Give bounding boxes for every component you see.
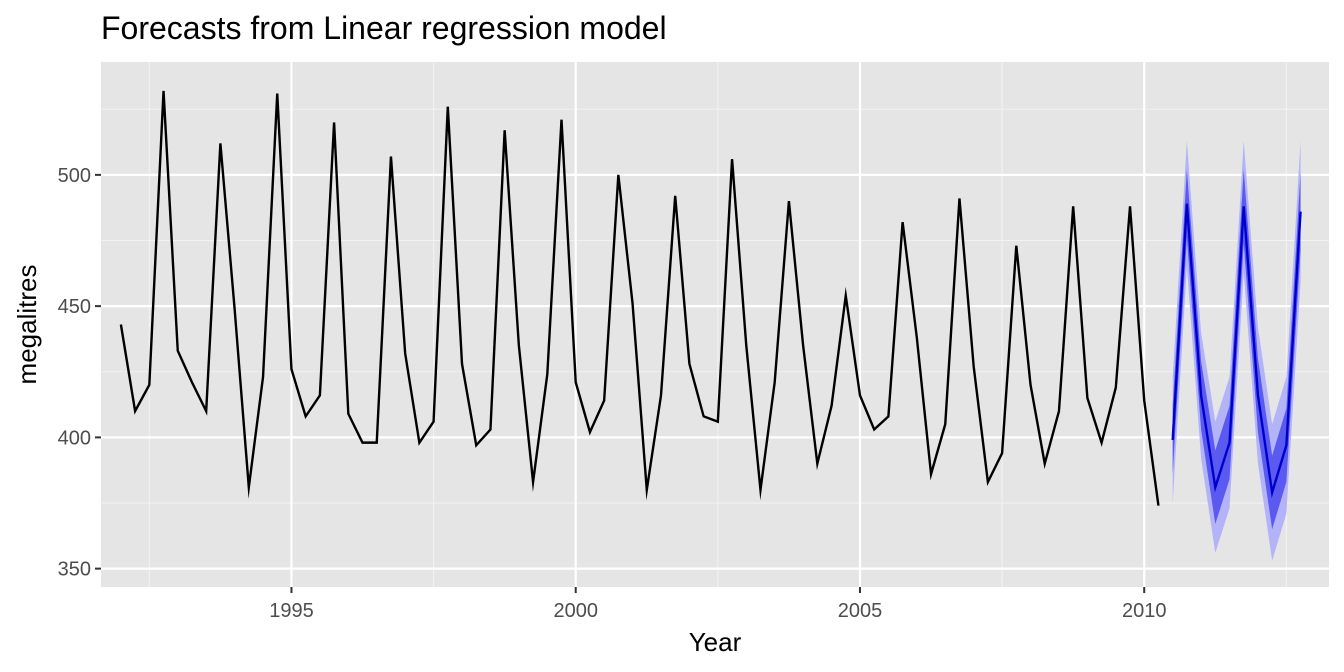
prediction-interval-80 (1172, 169, 1301, 530)
plot-panel (101, 62, 1329, 587)
y-axis-title: megalitres (12, 265, 42, 385)
history-line (119, 90, 1160, 506)
y-tick-label: 450 (58, 296, 91, 318)
y-tick-label: 500 (58, 165, 91, 187)
forecast-line (1171, 203, 1302, 499)
x-tick-label: 1995 (269, 600, 314, 622)
x-axis: 1995 2000 2005 2010 (269, 587, 1166, 622)
x-axis-title: Year (689, 627, 742, 657)
series-lines (119, 90, 1302, 506)
minor-gridlines (101, 62, 1329, 587)
major-gridlines (101, 62, 1329, 587)
chart-title: Forecasts from Linear regression model (101, 10, 667, 46)
x-tick-label: 2005 (838, 600, 883, 622)
y-tick-label: 350 (58, 559, 91, 581)
x-tick-label: 2000 (553, 600, 598, 622)
x-tick-label: 2010 (1122, 600, 1167, 622)
y-tick-label: 400 (58, 427, 91, 449)
prediction-intervals (1172, 140, 1301, 561)
y-axis: 350 400 450 500 (58, 165, 101, 581)
